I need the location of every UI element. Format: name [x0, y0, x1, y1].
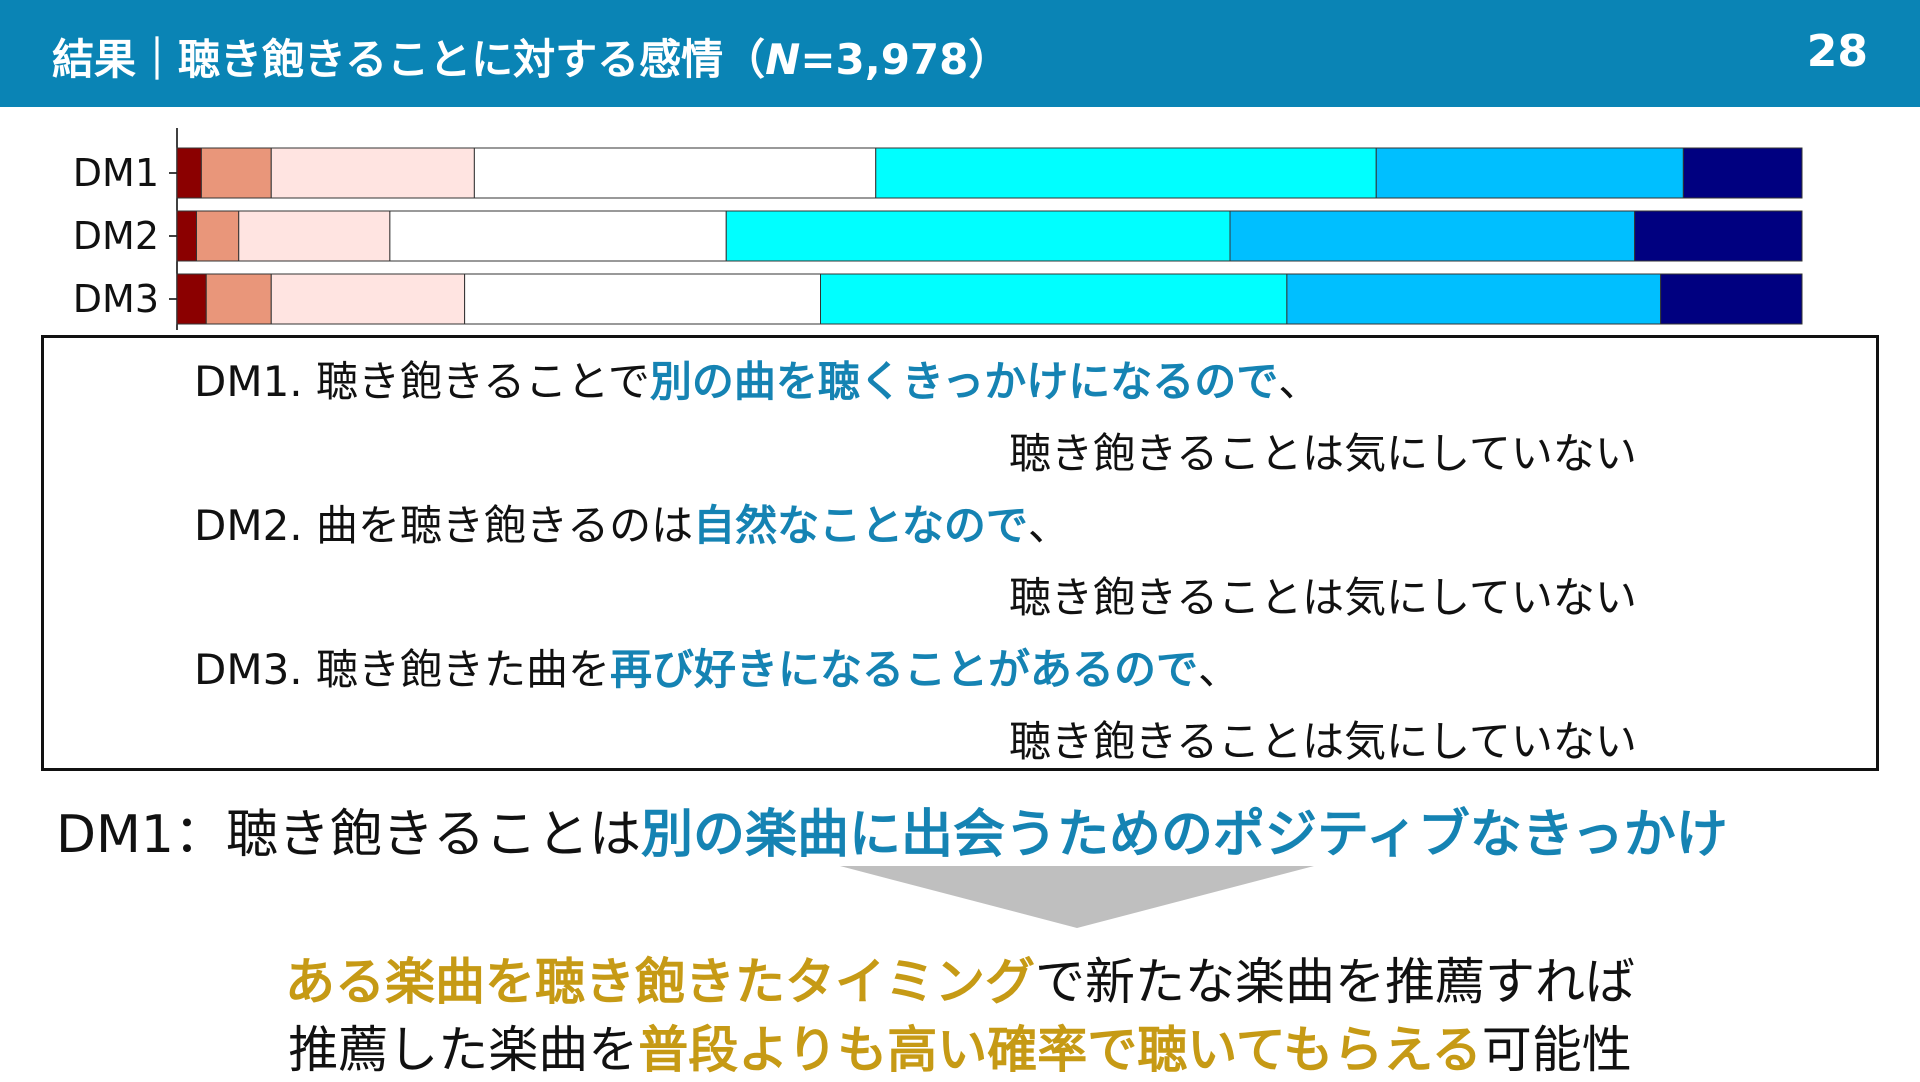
description-dm1-prefix: DM1. 聴き飽きることで: [194, 357, 650, 406]
description-dm1-highlight: 別の曲を聴くきっかけになるので: [649, 357, 1279, 406]
description-dm1-suffix: 、: [1278, 357, 1321, 406]
slide-title: 結果｜聴き飽きることに対する感情（N=3,978）: [52, 26, 1010, 87]
bar-segment-dm2-5: [725, 210, 1231, 262]
description-dm3-suffix: 、: [1198, 645, 1241, 694]
description-dm2: DM2. 曲を聴き飽きるのは自然なことなので、: [194, 492, 1070, 553]
slide-title-n: N: [765, 35, 801, 84]
bar-segment-dm1-2: [200, 147, 272, 199]
bar-segment-dm2-1: [176, 210, 197, 262]
bar-segment-dm3-7: [1660, 273, 1803, 325]
bar-segment-dm3-4: [464, 273, 821, 325]
conclusion-line-2-suffix: 可能性: [1481, 1021, 1632, 1079]
description-dm3: DM3. 聴き飽きた曲を再び好きになることがあるので、: [194, 636, 1240, 697]
conclusion-line-2: 推薦した楽曲を普段よりも高い確率で聴いてもらえる可能性: [0, 1010, 1920, 1082]
description-dm2-highlight: 自然なことなので: [693, 501, 1028, 550]
bar-segment-dm2-4: [389, 210, 727, 262]
stacked-bar-chart: DM1 DM2 DM3: [73, 128, 1803, 330]
description-dm3-continuation: 聴き飽きることは気にしていない: [1009, 717, 1637, 766]
summary-prefix: DM1：聴き飽きることは: [56, 805, 641, 865]
y-tick-label-dm2: DM2: [73, 214, 159, 258]
description-dm1-continuation: 聴き飽きることは気にしていない: [1009, 429, 1637, 478]
conclusion-line-1-rest: で新たな楽曲を推薦すれば: [1035, 953, 1635, 1011]
bar-segment-dm1-5: [875, 147, 1377, 199]
summary-highlight: 別の楽曲に出会うためのポジティブなきっかけ: [640, 805, 1728, 865]
conclusion-line-1: ある楽曲を聴き飽きたタイミングで新たな楽曲を推薦すれば: [0, 942, 1920, 1014]
bar-segment-dm1-3: [270, 147, 475, 199]
bar-segment-dm1-6: [1375, 147, 1684, 199]
bar-segment-dm2-7: [1634, 210, 1803, 262]
slide-title-prefix: 結果｜聴き飽きることに対する感情（: [52, 35, 766, 84]
bar-segment-dm2-6: [1229, 210, 1636, 262]
conclusion-line-2-highlight: 普段よりも高い確率で聴いてもらえる: [638, 1021, 1482, 1079]
bar-segment-dm1-1: [176, 147, 202, 199]
bar-segment-dm3-3: [270, 273, 466, 325]
bar-segment-dm2-3: [238, 210, 391, 262]
conclusion-line-2-prefix: 推薦した楽曲を: [288, 1021, 639, 1079]
description-dm3-prefix: DM3. 聴き飽きた曲を: [194, 645, 611, 694]
description-dm2-suffix: 、: [1027, 501, 1070, 550]
bar-segment-dm3-2: [205, 273, 272, 325]
summary-line: DM1：聴き飽きることは別の楽曲に出会うためのポジティブなきっかけ: [56, 792, 1728, 867]
description-dm2-prefix: DM2. 曲を聴き飽きるのは: [194, 501, 694, 550]
slide-header: 結果｜聴き飽きることに対する感情（N=3,978） 28: [0, 0, 1920, 107]
bar-segment-dm1-4: [473, 147, 877, 199]
bar-segment-dm2-2: [196, 210, 240, 262]
slide-title-suffix: =3,978）: [800, 35, 1011, 84]
description-dm3-highlight: 再び好きになることがあるので: [610, 645, 1199, 694]
down-arrow-icon: [840, 866, 1314, 928]
page-number: 28: [1806, 26, 1868, 77]
bar-segment-dm1-7: [1682, 147, 1803, 199]
bar-segment-dm3-5: [820, 273, 1288, 325]
y-tick-label-dm1: DM1: [73, 151, 159, 195]
description-dm2-continuation: 聴き飽きることは気にしていない: [1009, 573, 1637, 622]
description-dm1: DM1. 聴き飽きることで別の曲を聴くきっかけになるので、: [194, 348, 1320, 409]
bar-segment-dm3-1: [176, 273, 207, 325]
bar-segment-dm3-6: [1286, 273, 1662, 325]
conclusion-line-1-highlight: ある楽曲を聴き飽きたタイミング: [285, 953, 1035, 1011]
y-tick-label-dm3: DM3: [73, 277, 159, 321]
description-box: DM1. 聴き飽きることで別の曲を聴くきっかけになるので、 聴き飽きることは気に…: [41, 335, 1879, 771]
